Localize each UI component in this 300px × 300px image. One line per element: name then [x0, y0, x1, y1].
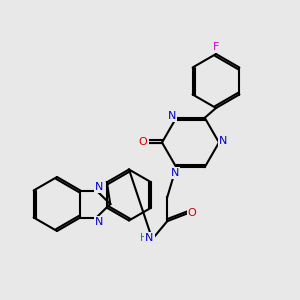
Text: N: N	[95, 217, 104, 227]
Text: O: O	[139, 137, 148, 147]
Text: N: N	[219, 136, 228, 146]
Text: O: O	[188, 208, 197, 218]
Text: N: N	[95, 182, 104, 192]
Text: N: N	[145, 233, 153, 243]
Text: F: F	[213, 41, 219, 52]
Text: H: H	[140, 233, 147, 243]
Text: N: N	[171, 168, 179, 178]
Text: N: N	[168, 111, 176, 121]
